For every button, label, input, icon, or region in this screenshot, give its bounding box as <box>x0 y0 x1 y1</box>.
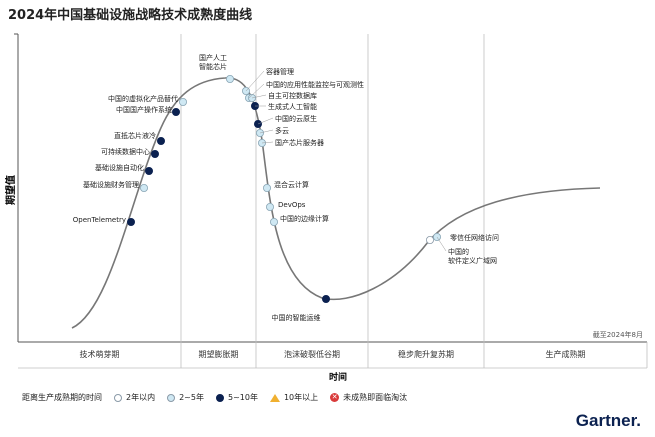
technology-point <box>171 108 180 117</box>
technology-label: 中国的云原生 <box>275 114 317 123</box>
technology-point <box>156 136 165 145</box>
legend-item-obsolete: ✕ 未成熟即面临淘汰 <box>330 393 408 402</box>
technology-label: 中国的软件定义广域网 <box>448 247 497 265</box>
phase-labels: 技术萌芽期 期望膨胀期 泡沫破裂低谷期 稳步爬升复苏期 生产成熟期 <box>80 349 586 359</box>
phase-label: 泡沫破裂低谷期 <box>284 349 340 359</box>
gartner-logo: Gartner. <box>575 411 641 430</box>
as-of-note: 截至2024年8月 <box>592 331 643 339</box>
technology-label: 直抵芯片液冷 <box>114 131 156 140</box>
technology-label: 中国的虚拟化产品替代 <box>108 94 178 103</box>
navy-circle-icon <box>215 393 224 402</box>
curve-layer <box>71 77 601 329</box>
labels-layer: OpenTelemetry 基础设施财务管理 基础设施自动化 可持续数据中心 直抵芯片液… <box>73 53 499 322</box>
point-leader-line <box>248 83 265 99</box>
technology-point <box>139 183 148 192</box>
legend-item-gt10: 10年以上 <box>269 392 318 403</box>
technology-point <box>127 217 136 226</box>
technology-label: 容器管理 <box>266 67 294 76</box>
technology-point <box>321 294 330 303</box>
technology-label: 多云 <box>275 126 289 135</box>
technology-label: 国产人工智能芯片 <box>199 53 227 71</box>
x-axis-label: 时间 <box>329 371 347 383</box>
light-blue-circle-icon <box>167 393 176 402</box>
point-leader-line <box>257 117 274 125</box>
technology-label: OpenTelemetry <box>73 216 126 224</box>
technology-label: 自主可控数据库 <box>268 91 317 100</box>
phase-label: 技术萌芽期 <box>80 349 120 359</box>
technology-point <box>225 75 234 84</box>
technology-label: 中国的边缘计算 <box>280 214 329 223</box>
legend-item-2to5: 2~5年 <box>167 392 204 403</box>
technology-point <box>265 202 274 211</box>
point-leader-line <box>261 141 274 144</box>
technology-label: 基础设施自动化 <box>95 163 144 172</box>
technology-label: 国产芯片服务器 <box>275 138 324 147</box>
white-circle-icon <box>114 393 122 402</box>
technology-label: 混合云计算 <box>274 180 309 189</box>
plot-frame <box>14 33 648 369</box>
point-leader-line <box>245 70 265 92</box>
technology-label: 可持续数据中心 <box>101 147 150 156</box>
point-leader-line <box>259 129 274 134</box>
technology-point <box>425 235 434 244</box>
technology-point <box>150 149 159 158</box>
chart-title: 2024年中国基础设施战略技术成熟度曲线 <box>8 8 253 23</box>
technology-point <box>262 183 271 192</box>
hype-curve <box>71 77 601 329</box>
phase-label: 稳步爬升复苏期 <box>398 349 454 359</box>
technology-label: 中国国产操作系统 <box>116 105 172 114</box>
technology-label: 中国的应用性能监控与可观测性 <box>266 80 364 89</box>
phase-label: 生产成熟期 <box>546 349 586 359</box>
point-leader-line <box>251 94 267 99</box>
technology-point <box>178 98 187 107</box>
technology-label: 基础设施财务管理 <box>83 180 139 189</box>
technology-label: 中国的智能运维 <box>272 313 321 322</box>
technology-label: 零信任网络访问 <box>450 233 499 242</box>
legend-item-5to10: 5~10年 <box>215 392 258 403</box>
technology-label: DevOps <box>278 201 306 209</box>
triangle-icon <box>269 393 280 402</box>
technology-label: 生成式人工智能 <box>268 102 317 111</box>
legend: 距离生产成熟期的时间 2年以内 2~5年 5~10年 10年以上 ✕ 未成熟即面… <box>22 392 407 403</box>
point-leader-line <box>436 236 447 252</box>
technology-point <box>269 217 278 226</box>
technology-point <box>144 166 153 175</box>
x-circle-icon: ✕ <box>330 393 340 402</box>
legend-item-lt2: 2年以内 <box>114 392 155 403</box>
phase-label: 期望膨胀期 <box>199 349 239 359</box>
y-axis-label: 期望值 <box>4 175 17 205</box>
legend-title: 距离生产成熟期的时间 <box>22 393 102 402</box>
